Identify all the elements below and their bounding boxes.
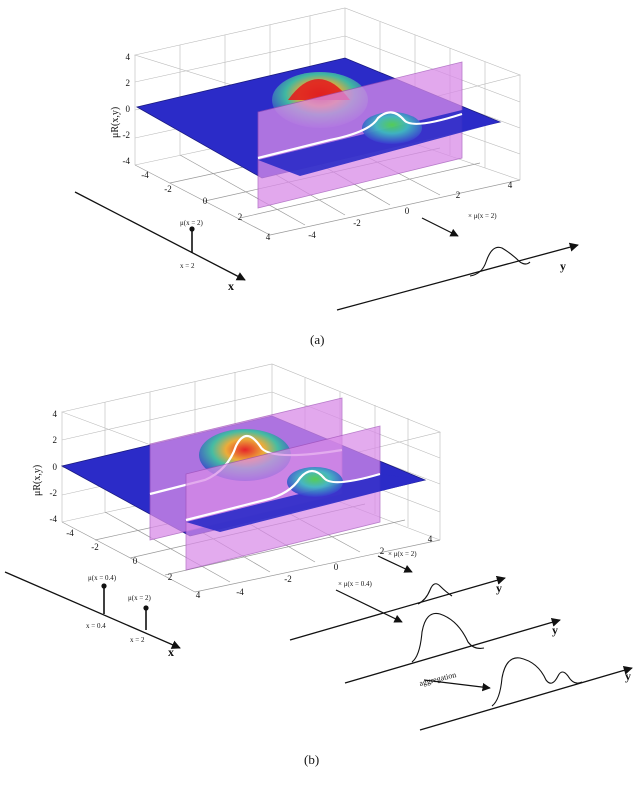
svg-text:2: 2	[126, 78, 131, 88]
svg-text:-4: -4	[141, 170, 149, 180]
panel-a-x-axis	[74, 191, 246, 281]
panel-a-scale-label: × μ(x = 2)	[468, 212, 497, 220]
svg-text:0: 0	[126, 104, 131, 114]
panel-b-caption: (b)	[304, 752, 319, 767]
panel-b-x-ticks: -4 -2 0 2 4	[66, 528, 201, 600]
panel-b-y-axis-1	[289, 575, 506, 641]
panel-b-y-axis-2	[344, 617, 561, 684]
panel-b-y-axis-2-label: y	[552, 623, 558, 637]
svg-text:4: 4	[126, 52, 131, 62]
panel-a-y-ticks: -4 -2 0 2 4	[308, 180, 513, 240]
svg-text:0: 0	[133, 556, 138, 566]
panel-b-scale-label-1: × μ(x = 2)	[388, 550, 417, 558]
panel-a-z-ticks: 4 2 0 -2 -4	[123, 52, 131, 166]
svg-text:-2: -2	[164, 184, 172, 194]
svg-text:4: 4	[266, 232, 271, 242]
panel-a-stem-label: μ(x = 2)	[180, 219, 204, 227]
svg-text:-4: -4	[123, 156, 131, 166]
panel-b-peak-secondary	[287, 467, 343, 497]
panel-b-x-axis-label: x	[168, 645, 174, 659]
svg-text:-2: -2	[123, 130, 131, 140]
panel-b-x-axis	[4, 571, 181, 649]
svg-text:2: 2	[380, 546, 385, 556]
panel-a-peak-secondary	[362, 112, 422, 144]
panel-b-aggregation-arrow	[423, 679, 491, 692]
panel-b-aggregated-curve	[491, 657, 583, 707]
svg-text:4: 4	[53, 409, 58, 419]
panel-a-plane-lower	[258, 110, 500, 176]
panel-a-x-axis-label: x	[228, 279, 234, 293]
panel-b-output-curve-2	[411, 612, 485, 663]
panel-a-x-ticks: -4 -2 0 2 4	[141, 170, 271, 242]
panel-b-stem-2-head	[143, 605, 149, 611]
panel-b-scale-arrow-1	[377, 555, 413, 573]
panel-a-z-label: μR(x,y)	[110, 107, 121, 138]
svg-text:0: 0	[53, 462, 58, 472]
panel-b-stem-1-tick: x = 0.4	[86, 622, 106, 630]
svg-text:-4: -4	[66, 528, 74, 538]
svg-text:-2: -2	[50, 488, 58, 498]
panel-b-front-curve	[185, 469, 381, 522]
svg-text:-2: -2	[284, 574, 292, 584]
panel-b-y-ticks: -4 -2 0 2 4	[236, 534, 433, 597]
svg-text:0: 0	[334, 562, 339, 572]
panel-b-z-label: μR(x,y)	[32, 465, 43, 496]
panel-b-plane-lower	[186, 474, 425, 532]
panel-a-stem-tick: x = 2	[180, 262, 195, 270]
panel-a-output-curve	[469, 246, 531, 277]
svg-text:-4: -4	[50, 514, 58, 524]
panel-b-stem-1-label: μ(x = 0.4)	[88, 574, 117, 582]
panel-a-y-axis	[336, 242, 579, 311]
svg-text:0: 0	[405, 206, 410, 216]
panel-b-y-axis-3	[419, 665, 633, 731]
svg-text:0: 0	[203, 196, 208, 206]
panel-b-y-axis-1-label: y	[496, 581, 502, 595]
panel-b: 4 2 0 -2 -4 μR(x,y) -4 -2 0 2 4 -4 -2 0 …	[4, 363, 633, 767]
panel-b-output-curve-1	[417, 583, 453, 605]
panel-a-caption: (a)	[310, 332, 324, 347]
panel-b-stem-2-label: μ(x = 2)	[128, 594, 152, 602]
panel-b-aggregation-label: aggregation	[418, 670, 457, 688]
svg-text:-4: -4	[308, 230, 316, 240]
svg-text:4: 4	[508, 180, 513, 190]
panel-a-y-axis-label: y	[560, 259, 566, 273]
svg-text:2: 2	[168, 572, 173, 582]
panel-a: 4 2 0 -2 -4 μR(x,y) -4 -2 0 2 4 -4 -2 0 …	[74, 7, 579, 347]
panel-b-stem-1-head	[101, 583, 107, 589]
svg-text:2: 2	[456, 190, 461, 200]
panel-b-y-axis-3-label: y	[625, 669, 631, 683]
svg-text:2: 2	[238, 212, 243, 222]
svg-text:-2: -2	[91, 542, 99, 552]
panel-a-stem-head	[189, 226, 195, 232]
panel-b-scale-label-2: × μ(x = 0.4)	[338, 580, 372, 588]
panel-b-stem-2-tick: x = 2	[130, 636, 145, 644]
panel-b-z-ticks: 4 2 0 -2 -4	[50, 409, 58, 524]
svg-text:-2: -2	[353, 218, 361, 228]
panel-a-cut-curve	[257, 111, 463, 160]
svg-text:2: 2	[53, 435, 58, 445]
panel-a-scale-arrow	[421, 217, 459, 237]
panel-b-scale-arrow-2	[335, 589, 403, 623]
svg-text:4: 4	[428, 534, 433, 544]
svg-text:4: 4	[196, 590, 201, 600]
svg-text:-4: -4	[236, 587, 244, 597]
